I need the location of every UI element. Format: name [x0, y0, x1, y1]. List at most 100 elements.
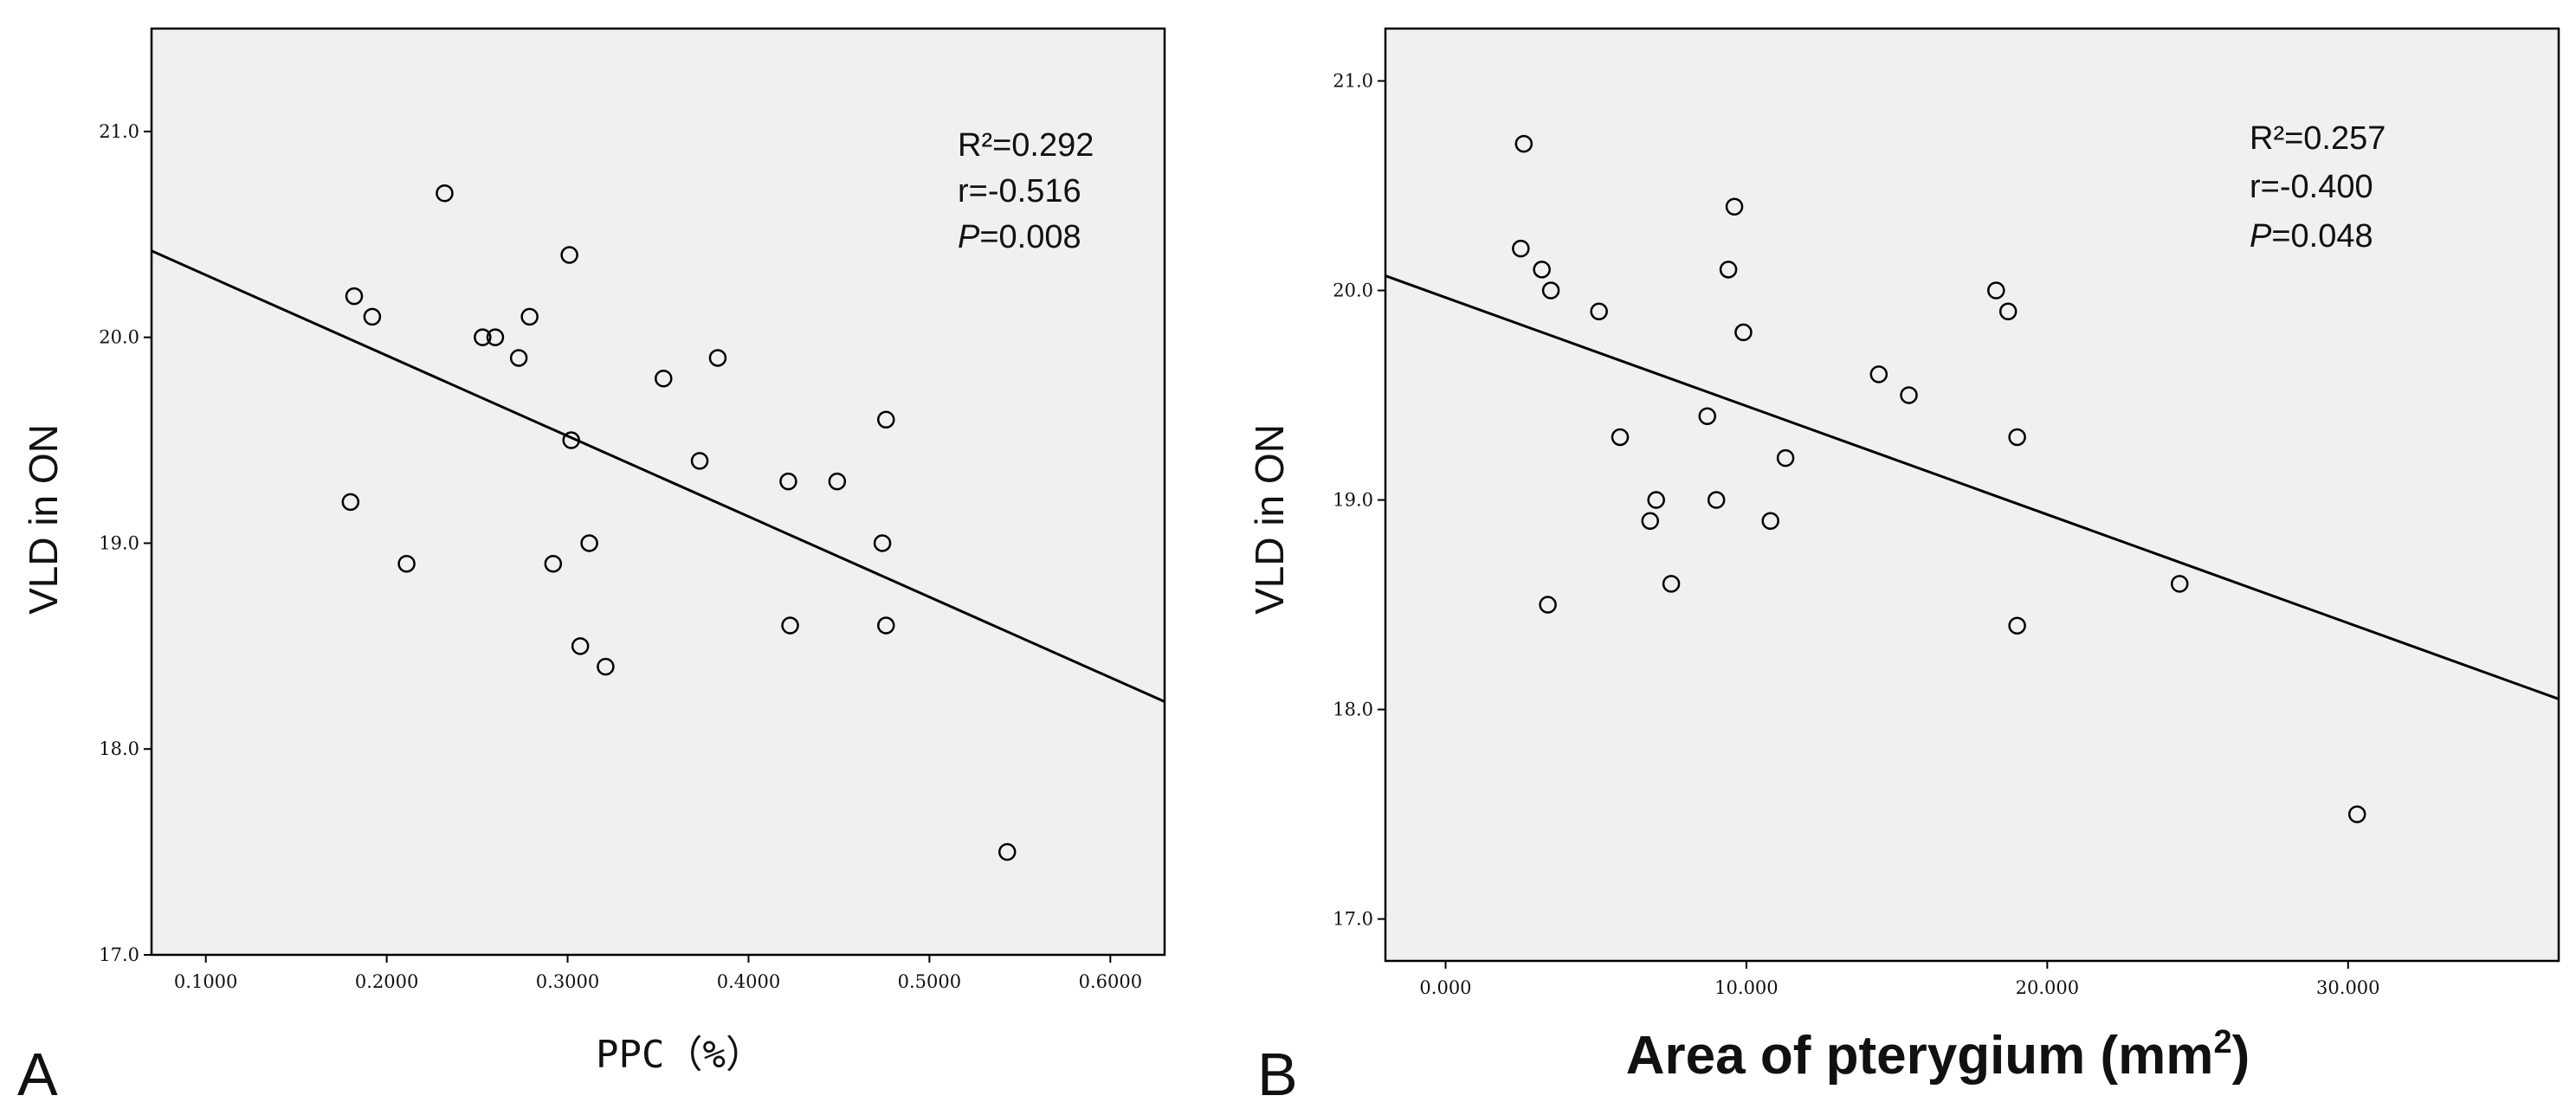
panel-b-x-axis-label: Area of pterygium (mm2)	[1626, 1024, 2250, 1086]
panel-a-data-point	[877, 616, 895, 635]
panel-b-data-point	[1869, 365, 1888, 383]
panel-b-data-points	[1512, 134, 2366, 823]
panel-b-data-point	[1541, 281, 1560, 300]
panel-a-x-tick-label: 0.2000	[355, 971, 418, 992]
panel-b-p-number: =0.048	[2271, 218, 2373, 255]
panel-b-data-point	[1987, 281, 2005, 300]
panel-b-data-point	[1641, 512, 1659, 531]
panel-b-data-point	[2347, 805, 2366, 823]
panel-b-data-point	[2008, 616, 2026, 635]
panel-b-data-point	[1761, 512, 1779, 531]
panel-a-data-point	[509, 349, 528, 367]
panel-a-x-tick-label: 0.5000	[898, 971, 961, 992]
panel-a-data-point	[562, 431, 580, 449]
panel-a-regression-line	[151, 249, 1165, 703]
panel-b-data-point	[1734, 323, 1753, 342]
panel-a-letter: A	[17, 1041, 58, 1108]
panel-a-data-point	[873, 534, 892, 552]
panel-a-data-point	[436, 184, 454, 203]
panel-a-data-point	[580, 534, 598, 552]
panel-b-y-tick-label: 21.0	[1333, 71, 1373, 92]
panel-b-x-axis-label-superscript: 2	[2213, 1024, 2231, 1060]
panel-a-y-tick-label: 21.0	[99, 121, 139, 142]
panel-a-data-point	[690, 452, 709, 470]
panel-a-r-value: r=-0.516	[958, 173, 1081, 209]
panel-a-data-point	[655, 369, 673, 388]
panel-a-x-tick-label: 0.3000	[536, 971, 599, 992]
panel-b-y-tick-label: 20.0	[1333, 280, 1373, 301]
panel-b-y-tick-label: 17.0	[1333, 909, 1373, 930]
panel-a-x-tick-label: 0.6000	[1079, 971, 1142, 992]
panel-b-chart: 17.0 18.0 19.0 20.0 21.0 0.000 10.000 20.000 30.…	[1247, 27, 2560, 1108]
panel-a-x-tick-label: 0.4000	[717, 971, 780, 992]
panel-b-x-axis-label-main: Area of pterygium (mm	[1626, 1026, 2214, 1086]
panel-b-data-point	[1662, 575, 1681, 593]
panel-a-plot-area	[150, 27, 1166, 957]
panel-b-x-tick-label: 30.000	[2316, 977, 2379, 998]
panel-b-x-tick-label: 0.000	[1419, 977, 1471, 998]
panel-a-data-points	[341, 184, 1017, 861]
panel-a-data-point	[520, 307, 539, 326]
panel-b-letter: B	[1257, 1041, 1298, 1108]
panel-a-data-point	[708, 349, 727, 367]
panel-b-x-axis-label-end: )	[2232, 1026, 2250, 1086]
panel-b-data-point	[1725, 197, 1744, 216]
panel-a-y-tick-label: 19.0	[99, 532, 139, 553]
panel-b-data-point	[1698, 407, 1717, 425]
panel-b-data-point	[1998, 302, 2018, 320]
panel-b-r-squared: R²=0.257	[2250, 120, 2386, 157]
panel-a-r-squared: R²=0.292	[958, 127, 1094, 164]
panel-a-data-point	[597, 657, 615, 676]
panel-a-data-point	[828, 472, 847, 491]
panel-b-data-point	[1512, 239, 1530, 258]
panel-a-data-point	[781, 616, 799, 635]
panel-b-fit-line	[1385, 274, 2560, 700]
panel-a-fit-line	[151, 249, 1165, 703]
panel-b-data-point	[1719, 261, 1738, 279]
panel-a-data-point	[345, 287, 364, 306]
panel-a-y-tick-label: 18.0	[99, 738, 139, 759]
panel-a-data-point	[560, 246, 578, 264]
panel-a-y-tick-label: 20.0	[99, 327, 139, 348]
panel-a-p-symbol: P	[958, 219, 980, 255]
panel-a-data-point	[474, 328, 492, 346]
panel-b-data-point	[1514, 134, 1533, 153]
panel-b-y-tick-label: 19.0	[1333, 490, 1373, 511]
panel-a-axis-ticks: 17.0 18.0 19.0 20.0 21.0 0.1000 0.2000 0.3000 0.…	[99, 121, 1142, 992]
panel-b-data-point	[2008, 428, 2026, 447]
panel-b-data-point	[1647, 491, 1665, 509]
panel-a-x-axis-label: PPC（%）	[596, 1033, 764, 1077]
panel-a-data-point	[877, 410, 895, 429]
panel-a-data-point	[997, 842, 1017, 861]
panel-b-x-tick-label: 10.000	[1714, 977, 1778, 998]
panel-b-p-value: P=0.048	[2250, 218, 2373, 255]
panel-b-p-symbol: P	[2250, 218, 2272, 255]
panel-b-y-axis-label: VLD in ON	[1247, 424, 1292, 615]
panel-a-p-number: =0.008	[979, 219, 1081, 255]
panel-a-y-tick-label: 17.0	[99, 944, 139, 965]
panel-b-data-point	[1776, 448, 1795, 467]
panel-b-data-point	[2170, 575, 2189, 593]
panel-a-chart: 17.0 18.0 19.0 20.0 21.0 0.1000 0.2000 0.3000 0.…	[17, 27, 1166, 1108]
panel-a-y-axis-label: VLD in ON	[21, 424, 66, 615]
panel-a-data-point	[571, 637, 590, 655]
panel-b-axis-ticks: 17.0 18.0 19.0 20.0 21.0 0.000 10.000 20.000 30.…	[1333, 71, 2379, 998]
panel-b-data-point	[1611, 428, 1630, 447]
panel-a-data-point	[363, 307, 382, 326]
panel-b-data-point	[1539, 596, 1557, 614]
panel-a-data-point	[544, 554, 563, 573]
panel-a-data-point	[341, 493, 360, 512]
panel-b-data-point	[1590, 302, 1608, 320]
panel-b-data-point	[1900, 386, 1918, 404]
panel-a-data-point	[486, 328, 505, 346]
panel-b-regression-line	[1385, 274, 2560, 700]
panel-b-r-value: r=-0.400	[2250, 169, 2373, 205]
panel-b-y-tick-label: 18.0	[1333, 699, 1373, 720]
panel-b-x-tick-label: 20.000	[2016, 977, 2079, 998]
panel-b-plot-area	[1384, 27, 2560, 963]
panel-a-data-point	[779, 472, 797, 491]
panel-b-data-point	[1707, 491, 1726, 509]
panel-a-x-tick-label: 0.1000	[174, 971, 237, 992]
panel-a-data-point	[397, 554, 416, 573]
